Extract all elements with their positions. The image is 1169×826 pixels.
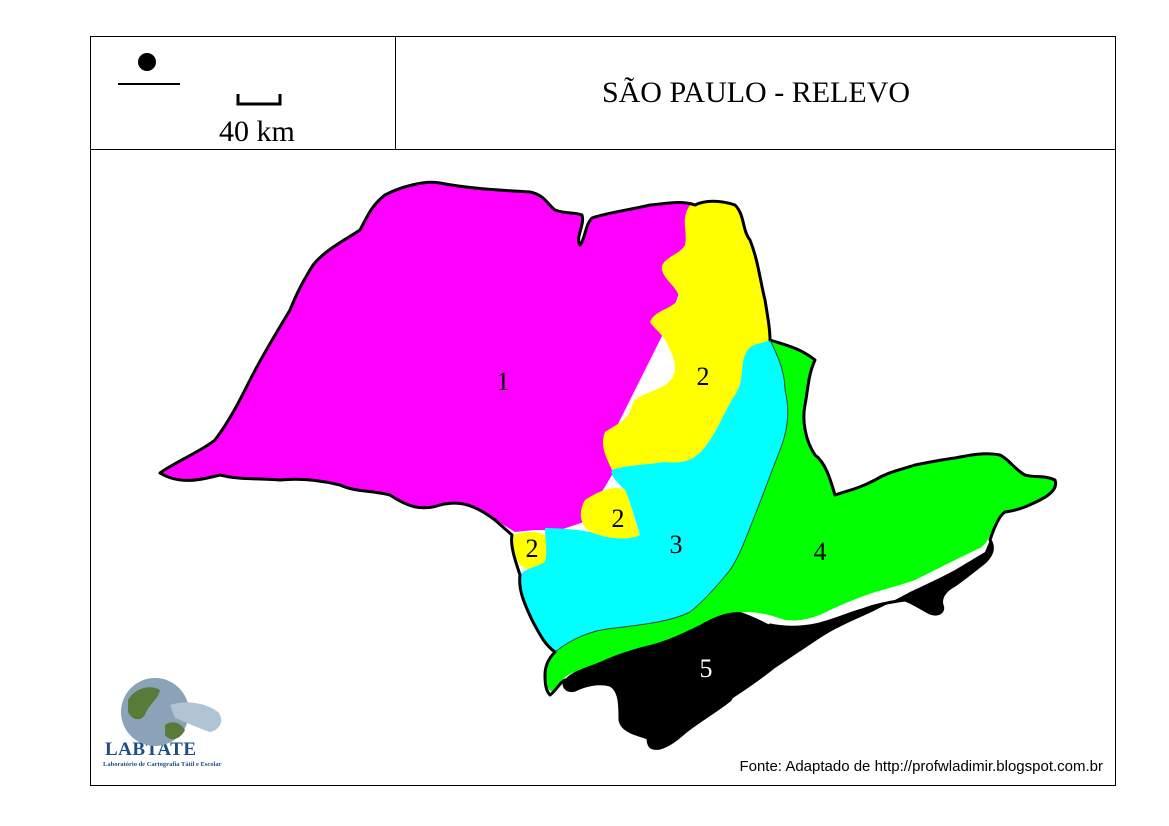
scale-label: 40 km <box>219 115 295 148</box>
region-1 <box>160 182 700 532</box>
region-label-2c: 2 <box>526 534 539 563</box>
logo-subtitle: Laboratório de Cartografia Tátil e Escol… <box>103 761 222 768</box>
north-symbol-icon <box>118 53 180 85</box>
region-5 <box>564 540 993 749</box>
map-title: SÃO PAULO - RELEVO <box>601 76 911 109</box>
region-4 <box>545 340 1056 692</box>
header-vertical-divider <box>395 37 396 149</box>
region-3 <box>519 340 788 652</box>
labtate-logo-icon <box>121 678 222 746</box>
region-label-4: 4 <box>814 537 827 566</box>
internal-boundaries <box>554 339 789 653</box>
region-2-patch-west <box>511 531 549 570</box>
state-outline <box>158 180 1058 750</box>
region-label-3: 3 <box>670 530 683 559</box>
region-label-1: 1 <box>497 367 510 396</box>
region-2 <box>602 201 770 470</box>
region-label-2a: 2 <box>697 362 710 391</box>
region-label-5: 5 <box>700 654 713 683</box>
logo-name: LABTATE <box>105 739 197 760</box>
region-2-patch-south <box>580 488 640 539</box>
region-label-2b: 2 <box>612 504 625 533</box>
scale-bar-icon <box>236 94 282 106</box>
source-text: Fonte: Adaptado de http://profwladimir.b… <box>739 758 1103 775</box>
map-frame: SÃO PAULO - RELEVO 40 km Fonte: Adaptado… <box>90 36 1116 786</box>
header-divider <box>91 149 1115 150</box>
